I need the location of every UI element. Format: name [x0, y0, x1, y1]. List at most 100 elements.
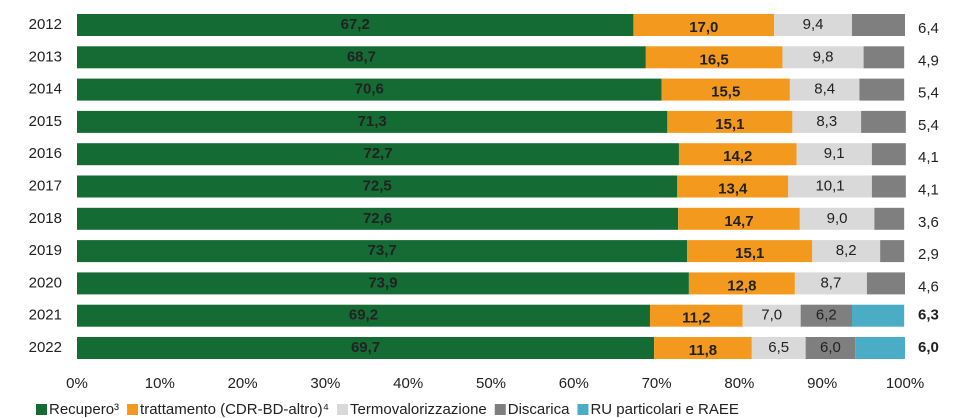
bar-segment — [866, 272, 905, 295]
x-tick-label: 50% — [476, 375, 506, 392]
x-tick-label: 20% — [228, 375, 258, 392]
bar-segment — [774, 14, 853, 36]
value-label: 72,6 — [363, 210, 392, 227]
value-label: 73,9 — [368, 274, 397, 291]
bar-segment — [859, 78, 905, 101]
value-label: 7,0 — [761, 307, 782, 324]
bar-segment — [688, 272, 795, 295]
bar-segment — [792, 110, 862, 133]
value-label: 8,3 — [816, 113, 837, 130]
bar-segment — [77, 110, 668, 133]
y-tick-label: 2016 — [29, 145, 62, 162]
value-label: 69,7 — [351, 339, 380, 356]
value-label: 14,2 — [723, 148, 752, 165]
value-label: 70,6 — [355, 81, 384, 98]
x-tick-label: 80% — [724, 375, 754, 392]
value-label: 6,0 — [918, 339, 939, 356]
y-tick-label: 2018 — [29, 210, 62, 227]
bar-segment — [874, 207, 905, 230]
value-label: 4,6 — [918, 278, 939, 295]
value-label: 10,1 — [815, 177, 844, 194]
x-tick-label: 100% — [886, 375, 924, 392]
bar-segment — [649, 304, 743, 327]
bar-segment — [805, 337, 856, 359]
y-tick-label: 2020 — [29, 274, 62, 291]
value-label: 11,2 — [682, 310, 710, 327]
bar-segment — [751, 337, 806, 359]
value-label: 14,7 — [724, 213, 753, 230]
x-tick-label: 30% — [310, 375, 340, 392]
bar-segment — [677, 175, 789, 198]
y-tick-label: 2013 — [29, 48, 62, 65]
y-tick-label: 2012 — [29, 16, 62, 33]
bar-segment — [77, 14, 634, 36]
value-label: 5,4 — [918, 117, 939, 134]
bar-segment — [77, 143, 679, 166]
bar-segment — [687, 240, 813, 263]
value-label: 15,1 — [715, 116, 744, 133]
value-label: 6,4 — [918, 20, 939, 37]
value-label: 4,1 — [918, 181, 939, 198]
bar-segment — [789, 78, 860, 101]
y-tick-label: 2015 — [29, 113, 62, 130]
y-tick-label: 2019 — [29, 242, 62, 259]
value-label: 8,7 — [820, 274, 841, 291]
bar-segment — [77, 272, 689, 295]
bar-segment — [863, 46, 905, 69]
value-label: 72,7 — [363, 145, 392, 162]
value-label: 9,1 — [824, 145, 845, 162]
bar-segment — [812, 240, 881, 263]
value-label: 72,5 — [363, 177, 392, 194]
bar-segment — [678, 207, 800, 230]
value-label: 4,1 — [918, 149, 939, 166]
bar-segment — [800, 304, 853, 327]
value-label: 13,4 — [718, 180, 748, 197]
value-label: 15,1 — [735, 245, 764, 262]
x-tick-label: 60% — [559, 375, 589, 392]
legend-label: Discarica — [508, 401, 570, 418]
bar-segment — [852, 304, 905, 327]
bar-segment — [742, 304, 801, 327]
value-label: 6,0 — [820, 339, 841, 356]
value-label: 4,9 — [918, 52, 939, 69]
value-label: 3,6 — [918, 214, 939, 231]
bar-segment — [852, 14, 905, 36]
bar-segment — [77, 46, 646, 69]
bar-segment — [796, 143, 872, 166]
bar-segment — [77, 337, 655, 359]
bar-segment — [678, 143, 797, 166]
bar-segment — [880, 240, 905, 263]
bar-segment — [661, 78, 790, 101]
bar-segment — [654, 337, 752, 359]
value-label: 8,4 — [814, 81, 835, 98]
legend-swatch — [127, 404, 139, 415]
value-label: 73,7 — [368, 242, 397, 259]
bar-segment — [77, 175, 678, 198]
value-label: 9,4 — [803, 16, 824, 33]
legend-label: RU particolari e RAEE — [590, 401, 738, 418]
bar-segment — [855, 337, 905, 359]
x-tick-label: 40% — [393, 375, 423, 392]
value-label: 15,5 — [711, 84, 740, 101]
bar-segment — [633, 14, 775, 36]
value-label: 71,3 — [358, 113, 387, 130]
bar-segment — [861, 110, 906, 133]
x-tick-label: 0% — [66, 375, 88, 392]
value-label: 8,2 — [836, 242, 857, 259]
value-label: 6,3 — [918, 307, 939, 324]
value-label: 67,2 — [341, 16, 370, 33]
value-label: 6,2 — [816, 307, 837, 324]
x-tick-label: 10% — [145, 375, 175, 392]
bar-segment — [667, 110, 793, 133]
value-label: 2,9 — [918, 246, 939, 263]
y-tick-label: 2022 — [29, 339, 62, 356]
bar-segment — [77, 207, 679, 230]
x-tick-label: 90% — [807, 375, 837, 392]
legend-label: Termovalorizzazione — [350, 401, 487, 418]
value-label: 9,0 — [827, 210, 848, 227]
bar-segment — [871, 143, 906, 166]
bar-segment — [794, 272, 867, 295]
bar-segment — [77, 304, 650, 327]
value-label: 68,7 — [347, 48, 376, 65]
legend-swatch — [337, 404, 349, 415]
